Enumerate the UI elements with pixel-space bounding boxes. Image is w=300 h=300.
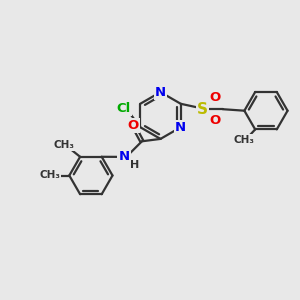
Text: O: O bbox=[209, 114, 220, 127]
Text: O: O bbox=[209, 91, 220, 104]
Text: N: N bbox=[118, 150, 130, 163]
Text: CH₃: CH₃ bbox=[233, 135, 254, 145]
Text: CH₃: CH₃ bbox=[39, 170, 60, 181]
Text: CH₃: CH₃ bbox=[53, 140, 74, 150]
Text: S: S bbox=[197, 102, 208, 117]
Text: H: H bbox=[130, 160, 139, 170]
Text: Cl: Cl bbox=[117, 102, 131, 115]
Text: N: N bbox=[155, 85, 166, 99]
Text: N: N bbox=[175, 121, 186, 134]
Text: O: O bbox=[128, 119, 139, 132]
